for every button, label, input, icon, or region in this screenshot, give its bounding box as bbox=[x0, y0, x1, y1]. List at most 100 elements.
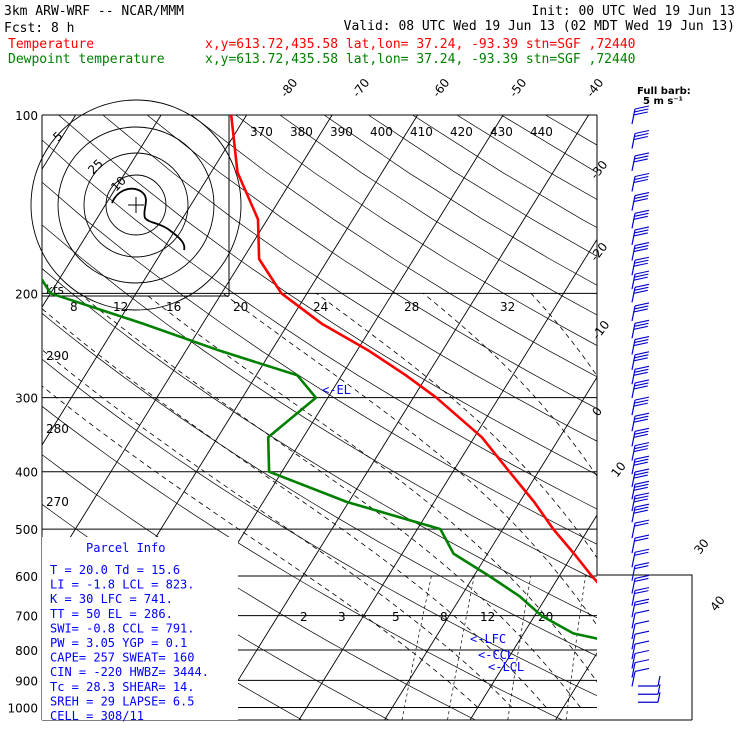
wind-barb bbox=[631, 379, 650, 399]
frame-right bbox=[596, 115, 693, 720]
temperature-profile bbox=[229, 115, 597, 584]
temperature-location: x,y=613.72,435.58 lat,lon= 37.24, -93.39… bbox=[205, 37, 635, 52]
dry-adiabat bbox=[146, 115, 597, 409]
forecast-hour: Fcst: 8 h bbox=[4, 21, 74, 36]
barb-staff bbox=[631, 155, 636, 172]
barb-feather bbox=[634, 399, 649, 404]
isotherm-line bbox=[42, 115, 333, 584]
moist-adiabat bbox=[530, 293, 597, 377]
barb-feather bbox=[633, 325, 648, 330]
barb-feather bbox=[633, 474, 648, 479]
mixing-ratio-line bbox=[401, 575, 432, 720]
barb-feather bbox=[633, 247, 648, 253]
barb-feather bbox=[634, 129, 650, 135]
wind-barb bbox=[631, 319, 650, 339]
barb-staff bbox=[631, 108, 636, 125]
barb-feather bbox=[634, 108, 649, 113]
barb-feather bbox=[634, 302, 650, 307]
dry-adiabat bbox=[42, 268, 597, 619]
barb-feather bbox=[634, 339, 649, 344]
lfc-marker: <-LFC bbox=[470, 632, 506, 646]
barb-feather bbox=[634, 455, 650, 460]
barb-feather bbox=[633, 178, 648, 184]
pressure-label: 1000 bbox=[7, 701, 38, 715]
barb-feather bbox=[634, 427, 650, 432]
barb-feather bbox=[634, 412, 650, 417]
barb-feather bbox=[634, 105, 650, 110]
wind-barb bbox=[631, 609, 650, 629]
barb-feather bbox=[634, 590, 649, 595]
wind-barb bbox=[631, 442, 650, 461]
theta-label: 410 bbox=[410, 125, 433, 139]
wind-barb bbox=[631, 192, 650, 211]
parcel-row: CIN = -220 HWBZ= 3444. bbox=[50, 665, 209, 679]
barb-staff bbox=[631, 552, 636, 568]
wind-barb bbox=[631, 427, 650, 447]
model-title: 3km ARW-WRF -- NCAR/MMM bbox=[4, 4, 184, 19]
barb-staff bbox=[631, 229, 636, 246]
moist-adiabat bbox=[422, 292, 597, 477]
barb-feather bbox=[634, 630, 650, 635]
barb-feather bbox=[634, 244, 649, 250]
barb-staff bbox=[631, 323, 636, 339]
wind-barb bbox=[631, 209, 650, 229]
theta-label: 390 bbox=[330, 125, 353, 139]
wind-barb bbox=[631, 455, 650, 475]
wind-barb bbox=[631, 667, 650, 687]
barb-feather bbox=[634, 132, 649, 138]
barb-feather bbox=[634, 152, 650, 157]
pressure-label: 500 bbox=[15, 523, 38, 537]
hodo-speed-label: 20 bbox=[233, 300, 248, 314]
barb-feather bbox=[633, 276, 648, 281]
barb-feather bbox=[634, 273, 649, 278]
wind-barb bbox=[631, 283, 650, 303]
theta-label: 440 bbox=[530, 125, 553, 139]
barb-feather bbox=[633, 433, 648, 438]
barb-feather bbox=[634, 483, 649, 488]
barb-feather bbox=[634, 241, 650, 247]
dewpoint-profile bbox=[42, 277, 597, 640]
dry-adiabat bbox=[501, 115, 597, 173]
wind-barb bbox=[631, 302, 650, 322]
barb-staff bbox=[631, 260, 636, 276]
hodo-ring bbox=[83, 152, 189, 258]
level-annotations: <-EL <-LFC <-CCL <-LCL bbox=[322, 383, 524, 674]
barb-feather bbox=[633, 215, 648, 220]
mixing-ratio-line bbox=[688, 576, 700, 720]
barb-staff bbox=[631, 653, 636, 669]
barb-staff bbox=[631, 537, 636, 554]
pressure-label: 900 bbox=[15, 674, 38, 688]
barb-staff bbox=[631, 522, 636, 539]
isotherm-label: -30 bbox=[587, 158, 610, 182]
barb-feather bbox=[634, 155, 649, 160]
barb-feather bbox=[633, 262, 648, 267]
wind-barb bbox=[631, 519, 650, 539]
wind-barb bbox=[631, 226, 650, 246]
mixing-ratio-line bbox=[565, 575, 586, 720]
barb-feather bbox=[633, 486, 648, 491]
isotherm-line bbox=[213, 115, 589, 720]
hodo-speed-label: 28 bbox=[404, 300, 419, 314]
isotherm-label: -10 bbox=[589, 318, 612, 342]
mixing-ratio-line bbox=[507, 575, 532, 720]
moist-adiabat bbox=[144, 292, 597, 683]
isotherm-line bbox=[42, 115, 162, 308]
barb-feather bbox=[634, 259, 649, 264]
barb-feather bbox=[634, 256, 650, 261]
thermo-grid bbox=[42, 115, 700, 720]
barb-staff bbox=[631, 623, 636, 640]
barb-feather bbox=[634, 534, 650, 539]
valid-time: Valid: 08 UTC Wed 19 Jun 13 (02 MDT Wed … bbox=[344, 19, 735, 34]
hodo-speed-label: 8 bbox=[70, 300, 78, 314]
mixing-ratio-line bbox=[447, 575, 475, 720]
el-marker: <-EL bbox=[322, 383, 351, 397]
dry-adiabat bbox=[42, 224, 597, 581]
full-barb-units: 5 m s⁻¹ bbox=[643, 96, 683, 107]
barb-feather bbox=[634, 226, 650, 231]
barb-feather bbox=[634, 598, 650, 603]
barb-feather bbox=[634, 319, 650, 324]
isotherm-line bbox=[42, 115, 247, 446]
barb-feather bbox=[634, 601, 649, 606]
isotherm-label: -40 bbox=[583, 76, 606, 100]
full-barb-legend: Full barb: 5 m s⁻¹ bbox=[637, 86, 691, 107]
